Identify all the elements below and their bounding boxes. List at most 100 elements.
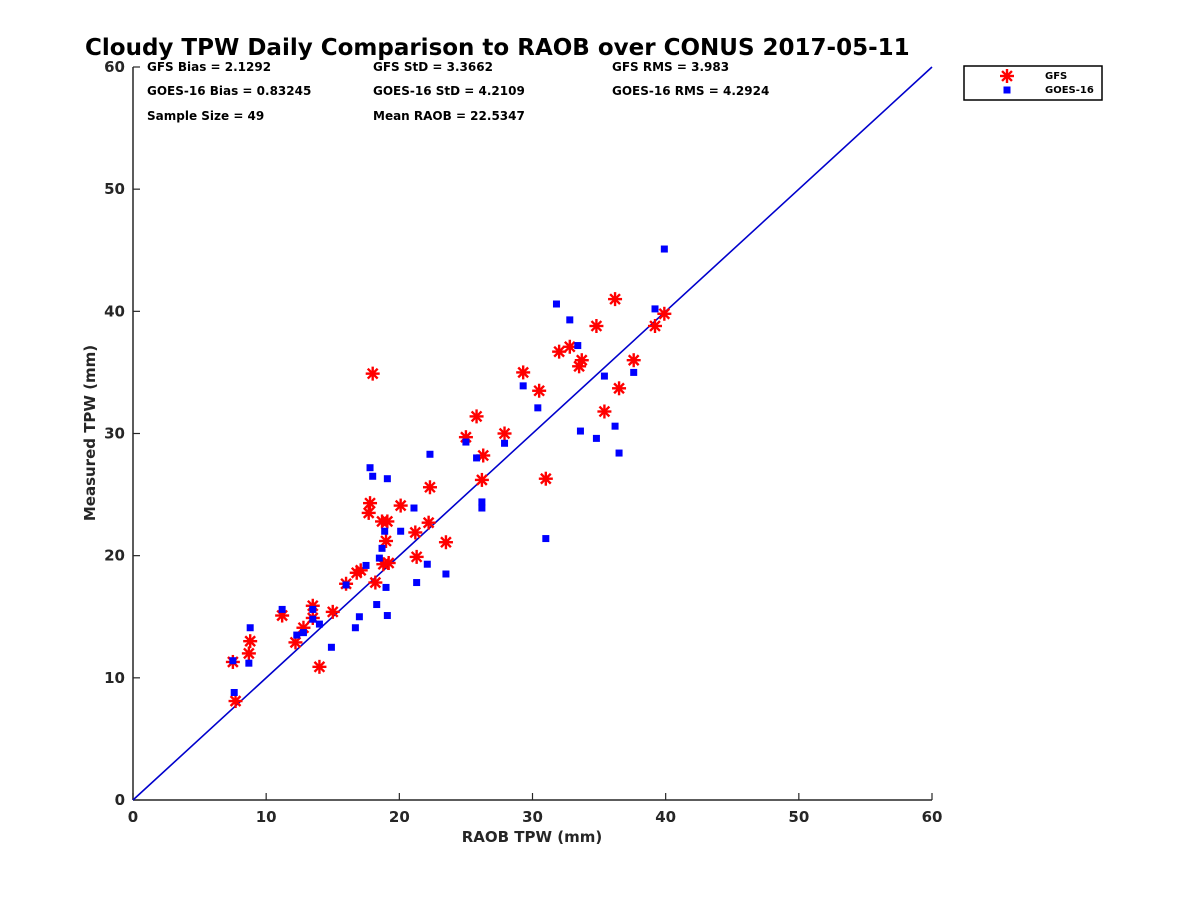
gfs-point: [363, 496, 378, 511]
gfs-point: [608, 292, 623, 307]
stat-gfs-bias: GFS Bias = 2.1292: [147, 60, 271, 74]
goes16-point: [381, 527, 389, 535]
goes16-point: [383, 475, 391, 483]
goes16-point: [351, 624, 359, 632]
goes16-point: [519, 382, 527, 390]
x-tick-label: 0: [128, 808, 138, 826]
goes16-point: [309, 615, 317, 623]
goes16-point: [423, 560, 431, 568]
gfs-point: [532, 383, 547, 398]
goes16-point: [426, 450, 434, 458]
y-tick-label: 50: [104, 180, 125, 198]
gfs-point: [228, 694, 243, 709]
legend-goes-label: GOES-16: [1045, 85, 1094, 96]
goes16-point: [355, 613, 363, 621]
goes16-point: [615, 449, 623, 457]
gfs-point: [648, 318, 663, 333]
gfs-point: [325, 604, 340, 619]
goes16-point: [566, 316, 574, 324]
goes16-point: [501, 439, 509, 447]
x-tick-label: 10: [256, 808, 277, 826]
goes16-point: [229, 657, 237, 665]
x-tick-label: 60: [922, 808, 943, 826]
goes16-point: [592, 434, 600, 442]
legend-gfs-label: GFS: [1045, 71, 1067, 82]
gfs-point: [574, 353, 589, 368]
gfs-point: [657, 306, 672, 321]
x-tick-label: 20: [389, 808, 410, 826]
gfs-point: [380, 514, 395, 529]
stat-goes-bias: GOES-16 Bias = 0.83245: [147, 84, 311, 98]
goes16-point: [327, 643, 335, 651]
gfs-point: [368, 575, 383, 590]
stat-goes-std: GOES-16 StD = 4.2109: [373, 84, 525, 98]
goes16-point: [299, 629, 307, 637]
gfs-point: [612, 381, 627, 396]
goes16-point: [375, 554, 383, 562]
stat-gfs-rms: GFS RMS = 3.983: [612, 60, 729, 74]
y-tick-label: 20: [104, 547, 125, 565]
stats-annotations: GFS Bias = 2.1292 GFS StD = 3.3662 GFS R…: [147, 60, 769, 123]
gfs-point: [408, 525, 423, 540]
gfs-point: [552, 344, 567, 359]
goes16-point: [230, 688, 238, 696]
y-tick-label: 60: [104, 58, 125, 76]
goes16-point: [369, 472, 377, 480]
gfs-point: [241, 646, 256, 661]
one-to-one-line: [132, 66, 933, 801]
stat-mean-raob: Mean RAOB = 22.5347: [373, 109, 525, 123]
gfs-point: [409, 549, 424, 564]
goes16-point: [293, 631, 301, 639]
gfs-point: [422, 480, 437, 495]
goes16-point: [278, 605, 286, 613]
goes16-point: [383, 612, 391, 620]
y-tick-label: 0: [115, 791, 125, 809]
gfs-point: [516, 365, 531, 380]
stat-sample-size: Sample Size = 49: [147, 109, 264, 123]
gfs-point: [421, 515, 436, 530]
legend-goes-marker: [1003, 86, 1011, 94]
stat-gfs-std: GFS StD = 3.3662: [373, 60, 493, 74]
goes16-point: [378, 544, 386, 552]
gfs-point: [312, 659, 327, 674]
goes16-point: [315, 620, 323, 628]
gfs-point: [497, 426, 512, 441]
gfs-point: [438, 535, 453, 550]
goes16-point: [651, 305, 659, 313]
plot-axes: 0 10 20 30 40 50 60 0 10 20 30 40 50 60: [104, 58, 942, 826]
x-tick-label: 30: [522, 808, 543, 826]
goes16-point: [660, 245, 668, 253]
gfs-point: [361, 505, 376, 520]
legend-gfs-asterisk: [1000, 69, 1014, 83]
chart-title: Cloudy TPW Daily Comparison to RAOB over…: [85, 35, 910, 61]
goes16-point: [413, 579, 421, 587]
gfs-point: [538, 471, 553, 486]
goes16-point: [366, 464, 374, 472]
legend-goes-square: [1003, 86, 1011, 94]
goes16-point: [246, 624, 254, 632]
goes16-point: [442, 570, 450, 578]
legend-gfs-marker: [1000, 69, 1014, 83]
gfs-point: [288, 635, 303, 650]
goes16-point: [478, 498, 486, 506]
goes16-point: [611, 422, 619, 430]
goes16-point: [600, 372, 608, 380]
gfs-point: [393, 498, 408, 513]
x-axis-label: RAOB TPW (mm): [462, 828, 603, 846]
gfs-point: [379, 534, 394, 549]
gfs-point: [597, 404, 612, 419]
goes16-point: [552, 300, 560, 308]
stat-goes-rms: GOES-16 RMS = 4.2924: [612, 84, 769, 98]
data-points: [225, 245, 672, 709]
y-axis-label: Measured TPW (mm): [81, 345, 99, 521]
goes16-point: [397, 527, 405, 535]
gfs-point: [469, 409, 484, 424]
goes16-point: [462, 438, 470, 446]
goes16-point: [542, 535, 550, 543]
goes16-point: [576, 427, 584, 435]
gfs-point: [381, 555, 396, 570]
legend-box: [963, 65, 1103, 101]
gfs-point: [589, 318, 604, 333]
goes16-point: [574, 342, 582, 350]
